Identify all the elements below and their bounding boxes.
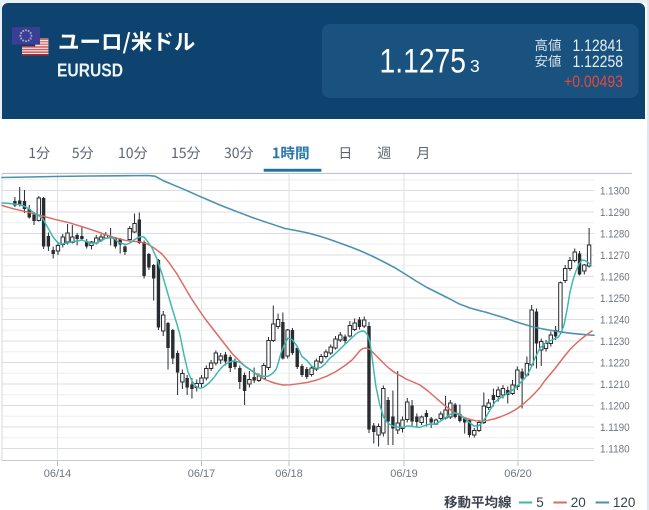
svg-text:1.12258: 1.12258 xyxy=(573,53,624,71)
svg-text:1.1270: 1.1270 xyxy=(600,250,630,262)
svg-text:1.1220: 1.1220 xyxy=(600,358,630,370)
svg-text:06/20: 06/20 xyxy=(504,468,532,480)
svg-text:1.1280: 1.1280 xyxy=(600,229,630,241)
svg-text:1.1240: 1.1240 xyxy=(600,315,630,327)
svg-text:20: 20 xyxy=(571,495,586,510)
svg-text:1.12841: 1.12841 xyxy=(573,37,624,55)
svg-text:1.1290: 1.1290 xyxy=(600,207,630,219)
svg-text:5: 5 xyxy=(536,495,544,510)
svg-text:1.1230: 1.1230 xyxy=(600,336,630,348)
svg-text:1.1260: 1.1260 xyxy=(600,272,630,284)
svg-text:3: 3 xyxy=(470,56,480,76)
svg-text:06/17: 06/17 xyxy=(188,468,216,480)
svg-text:EURUSD: EURUSD xyxy=(57,60,123,81)
svg-text:1.1200: 1.1200 xyxy=(600,401,630,413)
svg-text:06/19: 06/19 xyxy=(390,468,418,480)
svg-text:1.1190: 1.1190 xyxy=(600,422,630,434)
svg-text:+0.00493: +0.00493 xyxy=(564,73,623,91)
svg-text:1.1250: 1.1250 xyxy=(600,293,630,305)
svg-text:06/14: 06/14 xyxy=(44,468,72,480)
svg-text:1.1210: 1.1210 xyxy=(600,379,630,391)
svg-text:1.1180: 1.1180 xyxy=(600,444,630,456)
svg-text:120: 120 xyxy=(613,495,636,510)
svg-text:06/18: 06/18 xyxy=(275,468,303,480)
svg-text:1.1300: 1.1300 xyxy=(600,186,630,198)
svg-text:1.1275: 1.1275 xyxy=(380,42,467,80)
